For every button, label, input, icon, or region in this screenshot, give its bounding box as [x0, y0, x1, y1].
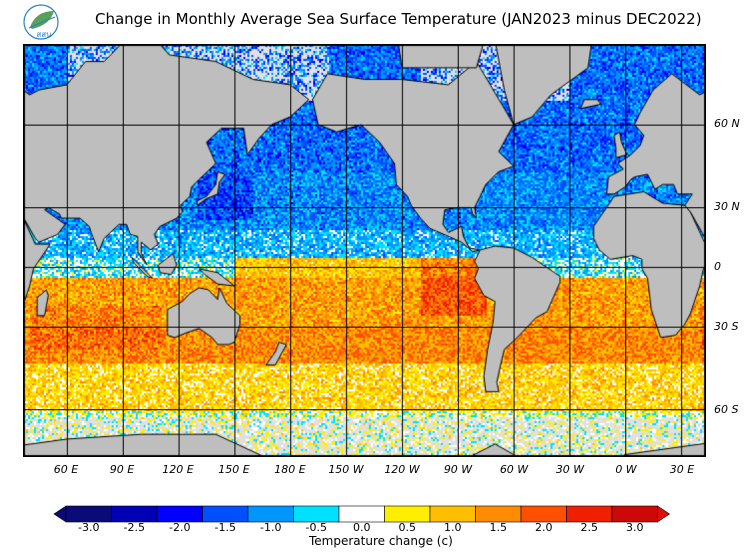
colorbar-tick-label: -2.5 [123, 521, 145, 534]
lon-label: 90 E [109, 463, 135, 476]
colorbar-tick-label: -1.5 [214, 521, 236, 534]
lat-label: 30 N [714, 200, 740, 214]
lon-label: 30 W [555, 463, 585, 476]
colorbar-tick-label: -0.5 [305, 521, 327, 534]
colorbar-tick-label: 1.5 [489, 521, 508, 534]
colorbar-tick-label: 3.0 [626, 521, 644, 534]
logo-text: สสน [36, 30, 52, 39]
colorbar-under-arrow [53, 505, 67, 523]
lon-label: 120 E [162, 463, 194, 476]
lon-label: 60 W [499, 463, 529, 476]
colorbar-tick-label: -3.0 [78, 521, 100, 534]
colorbar-tick-label: 2.5 [580, 521, 599, 534]
lon-label: 180 E [274, 463, 306, 476]
colorbar-box [202, 505, 249, 523]
lat-label: 0 [714, 260, 721, 273]
colorbar-box [156, 505, 203, 523]
lon-label: 60 E [53, 463, 79, 476]
lat-label: 60 N [714, 116, 740, 130]
colorbar-box [475, 505, 522, 523]
colorbar-over-arrow [657, 505, 671, 523]
lon-label: 30 E [669, 463, 695, 476]
map-title: Change in Monthly Average Sea Surface Te… [95, 10, 702, 28]
lon-label: 150 W [328, 463, 364, 476]
colorbar-box [111, 505, 158, 523]
colorbar-box [566, 505, 613, 523]
lon-label: 150 E [218, 463, 250, 476]
lon-label: 0 W [615, 463, 637, 476]
colorbar-tick-label: -2.0 [169, 521, 191, 534]
sst-change-map [23, 44, 706, 457]
colorbar [53, 505, 671, 523]
colorbar-box [247, 505, 294, 523]
logo: สสน [23, 4, 59, 40]
colorbar-box [338, 505, 385, 523]
lon-label: 120 W [384, 463, 420, 476]
colorbar-tick-label: 2.0 [535, 521, 553, 534]
colorbar-box [520, 505, 567, 523]
colorbar-box [293, 505, 340, 523]
colorbar-box [65, 505, 112, 523]
colorbar-box [611, 505, 658, 523]
colorbar-tick-label: 0.0 [353, 521, 371, 534]
colorbar-tick-label: 0.5 [398, 521, 417, 534]
colorbar-tick-label: -1.0 [260, 521, 282, 534]
colorbar-box [429, 505, 476, 523]
colorbar-box [384, 505, 431, 523]
colorbar-label: Temperature change (c) [309, 534, 453, 548]
lat-label: 60 S [714, 403, 739, 417]
lon-label: 90 W [443, 463, 473, 476]
lat-label: 30 S [714, 319, 739, 333]
colorbar-tick-label: 1.0 [444, 521, 462, 534]
